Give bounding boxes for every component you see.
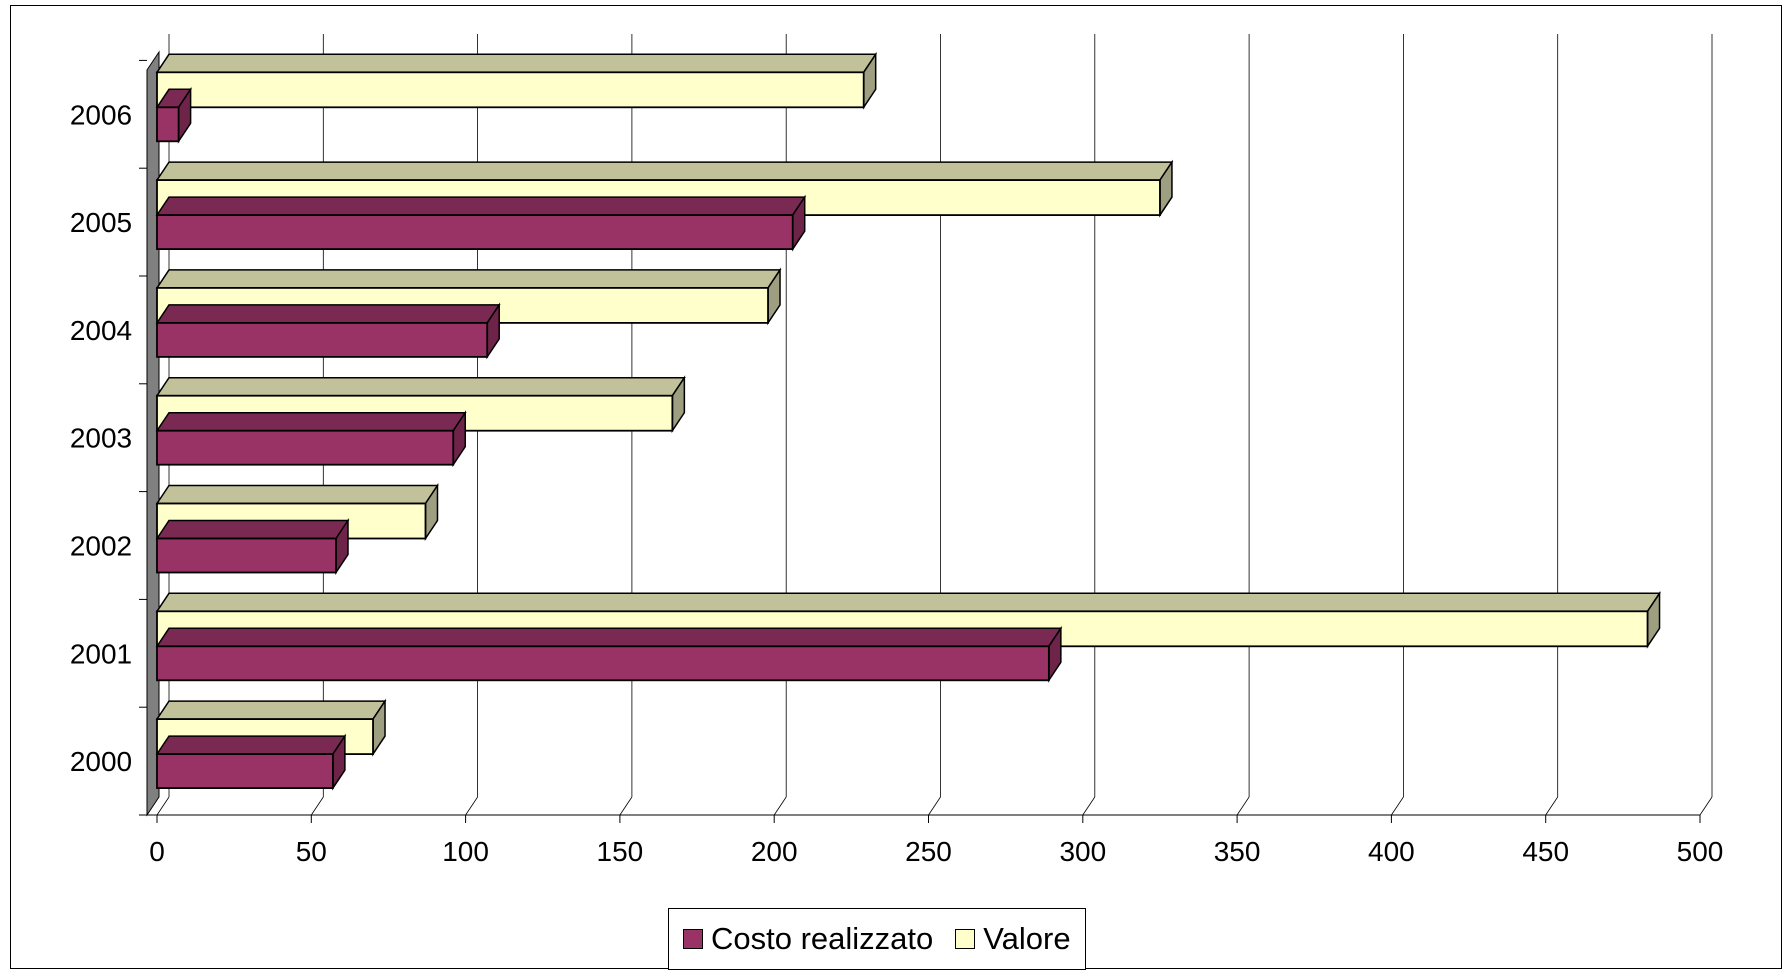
bar-costo-2000-front — [156, 753, 334, 789]
bar-valore-2002-top — [155, 484, 439, 505]
bar-costo-2005-top — [155, 196, 807, 216]
bar-costo-2003-top — [155, 411, 467, 432]
floor-gridline-400 — [1391, 796, 1404, 816]
x-tick-label-50: 50 — [296, 836, 327, 867]
legend-swatch-valore — [955, 929, 976, 949]
floor-gridline-300 — [1082, 796, 1096, 816]
y-tick-label-2003: 2003 — [70, 423, 132, 454]
legend-swatch-costo-realizzato — [683, 929, 703, 949]
x-tick-label-300: 300 — [1059, 836, 1106, 867]
bar-valore-2005-top — [155, 161, 1174, 181]
x-tick-label-250: 250 — [905, 836, 952, 867]
bar-valore-2003-top — [155, 376, 686, 397]
legend-label-costo-realizzato: Costo realizzato — [711, 921, 934, 956]
bar-costo-2001-top — [155, 627, 1063, 648]
bar-costo-2004-top — [155, 304, 501, 324]
x-tick-label-500: 500 — [1677, 836, 1724, 867]
bar-costo-2006-front — [156, 106, 180, 143]
x-tick-label-100: 100 — [442, 836, 489, 867]
floor-gridline-200 — [773, 796, 787, 816]
bar-costo-2003-front — [156, 429, 455, 466]
bar-valore-2004-top — [155, 269, 782, 289]
floor-gridline-450 — [1545, 796, 1559, 816]
x-tick-label-450: 450 — [1522, 836, 1569, 867]
bar-costo-2005-front — [156, 214, 794, 251]
y-tick-label-2004: 2004 — [70, 315, 132, 346]
y-tick-label-2006: 2006 — [70, 99, 132, 130]
floor-gridline-150 — [619, 796, 633, 816]
bar-costo-2002-top — [155, 519, 350, 540]
legend-label-valore: Valore — [983, 921, 1071, 956]
floor-gridline-250 — [928, 796, 941, 816]
x-tick-label-200: 200 — [751, 836, 798, 867]
x-tick-label-150: 150 — [597, 836, 644, 867]
x-tick-label-350: 350 — [1214, 836, 1261, 867]
bar-valore-2006-front — [156, 71, 865, 109]
legend-item-costo-realizzato: Costo realizzato — [683, 921, 933, 957]
bar-costo-2004-front — [156, 321, 489, 358]
legend: Costo realizzato Valore — [668, 908, 1086, 970]
bar-costo-2001-front — [156, 645, 1050, 682]
bar-costo-2000-top — [155, 735, 347, 755]
floor-gridline-350 — [1236, 796, 1250, 816]
bar-valore-2001-top — [155, 592, 1661, 613]
y-tick-label-2005: 2005 — [70, 207, 132, 238]
y-tick-label-2000: 2000 — [70, 746, 132, 777]
y-tick-label-2001: 2001 — [70, 638, 132, 669]
y-tick-label-2002: 2002 — [70, 531, 132, 562]
floor-gridline-50 — [310, 796, 324, 816]
bar-costo-2002-front — [156, 537, 337, 574]
x-tick-label-400: 400 — [1368, 836, 1415, 867]
x-tick-label-0: 0 — [149, 836, 165, 867]
floor-gridline-0 — [156, 796, 170, 816]
floor-gridline-500 — [1699, 796, 1713, 816]
floor-gridline-100 — [465, 796, 478, 816]
legend-item-valore: Valore — [955, 921, 1071, 957]
bar-valore-2000-top — [155, 700, 387, 720]
bar-valore-2006-top — [155, 53, 878, 74]
